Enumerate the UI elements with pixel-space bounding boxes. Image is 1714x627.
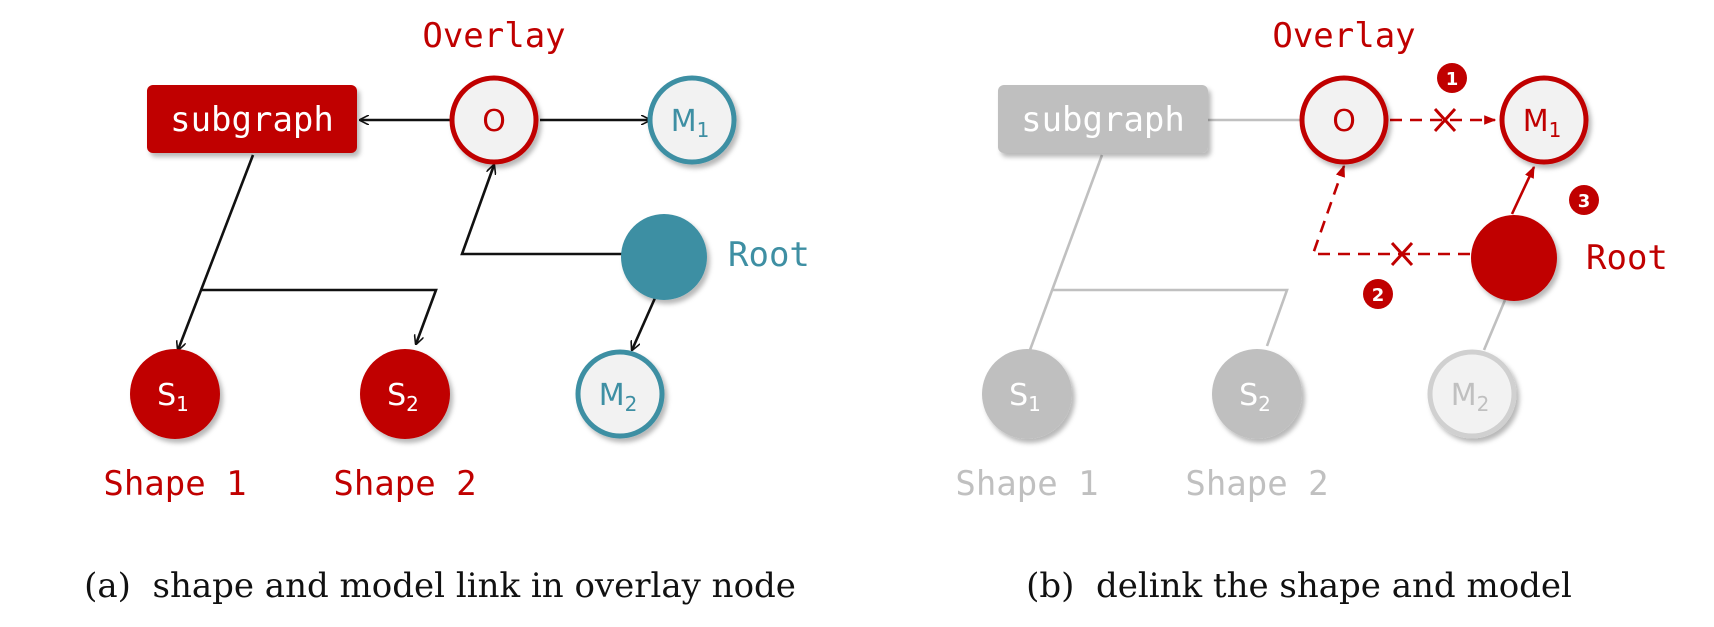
overlay-label-b: Overlay <box>1272 16 1415 56</box>
node-o-label: O <box>482 104 506 139</box>
step-badge-1: 1 <box>1437 63 1467 93</box>
subgraph-box: subgraph <box>147 85 357 153</box>
shape2-label: Shape 2 <box>333 464 476 504</box>
node-s1-subscript: 1 <box>176 392 189 416</box>
svg-text:S2: S2 <box>1239 378 1271 416</box>
edge-root-to-o <box>460 165 622 256</box>
node-s2-label-b: S <box>1239 378 1258 413</box>
shape1-label: Shape 1 <box>103 464 246 504</box>
step-badge-3-label: 3 <box>1578 191 1591 212</box>
edge-root-m1-new <box>1510 165 1536 215</box>
cut-mark-1-icon <box>1433 107 1457 133</box>
svg-text:M1: M1 <box>1523 104 1562 142</box>
svg-text:S2: S2 <box>387 378 419 416</box>
node-root-b <box>1471 215 1557 301</box>
shape2-label-b: Shape 2 <box>1185 464 1328 504</box>
step-badge-1-label: 1 <box>1446 69 1459 90</box>
node-m2-subscript-b: 2 <box>1477 392 1490 416</box>
node-s1-subscript-b: 1 <box>1028 392 1041 416</box>
panel-a-edges <box>178 120 657 350</box>
node-m1-label: M <box>671 104 697 139</box>
caption-b: (b) delink the shape and model <box>1026 566 1572 606</box>
caption-a: (a) shape and model link in overlay node <box>84 566 796 606</box>
edge-split-to-s2 <box>202 288 438 344</box>
node-s2-subscript-b: 2 <box>1258 392 1271 416</box>
svg-text:M1: M1 <box>671 104 710 142</box>
node-m2-subscript: 2 <box>625 392 638 416</box>
node-s2: S2 <box>360 349 450 439</box>
panel-a: Overlay subgraph O M1 Root M2 S1 S2 <box>84 16 810 606</box>
shape1-label-b: Shape 1 <box>955 464 1098 504</box>
node-s2-b: S2 <box>1212 349 1302 439</box>
root-label: Root <box>728 235 810 275</box>
overlay-label: Overlay <box>422 16 565 56</box>
panel-b-gray-edges <box>1028 118 1507 351</box>
subgraph-label: subgraph <box>170 100 334 140</box>
node-s1-label-b: S <box>1009 378 1028 413</box>
svg-text:M2: M2 <box>1451 378 1490 416</box>
node-m2-label-b: M <box>1451 378 1477 413</box>
edge-root-m2-gray <box>1482 299 1507 351</box>
node-root <box>621 214 707 300</box>
svg-text:S1: S1 <box>157 378 189 416</box>
edge-subgraph-s1-gray <box>1028 154 1104 351</box>
edge-split-s2-gray <box>1053 288 1289 347</box>
node-m2-b: M2 <box>1427 349 1517 439</box>
svg-text:S1: S1 <box>1009 378 1041 416</box>
node-m1-subscript-b: 1 <box>1549 118 1562 142</box>
node-s1: S1 <box>130 349 220 439</box>
node-m1-label-b: M <box>1523 104 1549 139</box>
svg-text:M2: M2 <box>599 378 638 416</box>
step-badge-3: 3 <box>1569 185 1599 215</box>
node-o: O <box>449 75 539 165</box>
node-m1: M1 <box>647 75 737 165</box>
cut-mark-2-icon <box>1390 241 1414 267</box>
node-m1-subscript: 1 <box>697 118 710 142</box>
node-m2: M2 <box>575 349 665 439</box>
subgraph-label-b: subgraph <box>1021 100 1185 140</box>
step-badge-2: 2 <box>1363 279 1393 309</box>
node-m1-b: M1 <box>1499 75 1589 165</box>
root-label-b: Root <box>1586 238 1668 278</box>
node-s2-label: S <box>387 378 406 413</box>
node-s1-b: S1 <box>982 349 1072 439</box>
node-s1-label: S <box>157 378 176 413</box>
edge-root-o-cut <box>1311 164 1470 256</box>
node-m2-label: M <box>599 378 625 413</box>
node-o-b: O <box>1299 75 1389 165</box>
node-o-label-b: O <box>1332 104 1356 139</box>
panel-b: Overlay subgraph O M1 Root M2 S1 S2 <box>955 16 1668 606</box>
edge-subgraph-to-s1 <box>178 154 255 350</box>
step-badge-2-label: 2 <box>1372 285 1385 306</box>
edge-root-to-m2 <box>632 297 657 350</box>
node-s2-subscript: 2 <box>406 392 419 416</box>
panel-b-red-edges <box>1311 107 1536 267</box>
subgraph-box-b: subgraph <box>998 85 1208 153</box>
